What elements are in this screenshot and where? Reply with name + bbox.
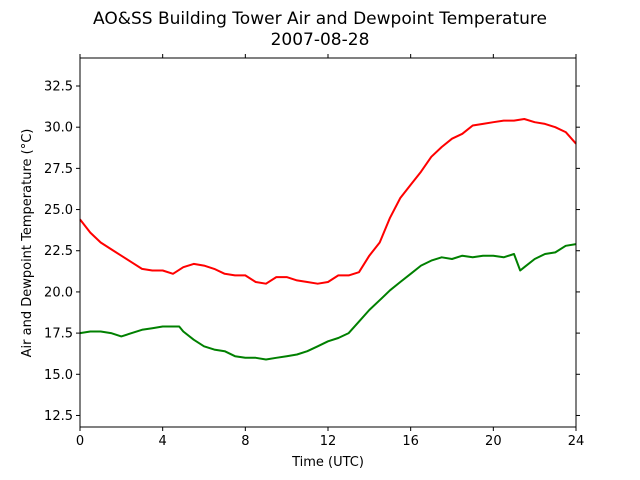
y-tick-label: 30.0: [44, 121, 73, 136]
x-tick-label: 0: [76, 434, 84, 449]
y-tick-label: 27.5: [44, 162, 73, 177]
x-tick-label: 16: [402, 434, 419, 449]
y-tick-label: 25.0: [44, 203, 73, 218]
y-tick-label: 20.0: [44, 285, 73, 300]
y-tick-label: 17.5: [44, 327, 73, 342]
y-tick-label: 15.0: [44, 368, 73, 383]
y-tick-label: 22.5: [44, 244, 73, 259]
chart-title: AO&SS Building Tower Air and Dewpoint Te…: [93, 9, 547, 29]
y-tick-label: 12.5: [44, 409, 73, 424]
x-tick-label: 4: [159, 434, 167, 449]
series-line-1: [79, 118, 577, 285]
x-axis-label: Time (UTC): [291, 455, 364, 470]
series-line-2: [79, 243, 577, 361]
chart-subtitle: 2007-08-28: [271, 30, 370, 50]
x-tick-label: 20: [485, 434, 502, 449]
y-tick-label: 32.5: [44, 80, 73, 95]
plot-area: 0 4 8 12 16 20 24 12.5 15.0 17.5 20.0 22.5 25.0 27.5 3…: [44, 54, 584, 449]
x-tick-label: 12: [320, 434, 337, 449]
x-tick-label: 8: [241, 434, 249, 449]
x-tick-label: 24: [568, 434, 585, 449]
plot-frame: [79, 57, 577, 428]
y-axis-label: Air and Dewpoint Temperature (°C): [20, 129, 35, 358]
